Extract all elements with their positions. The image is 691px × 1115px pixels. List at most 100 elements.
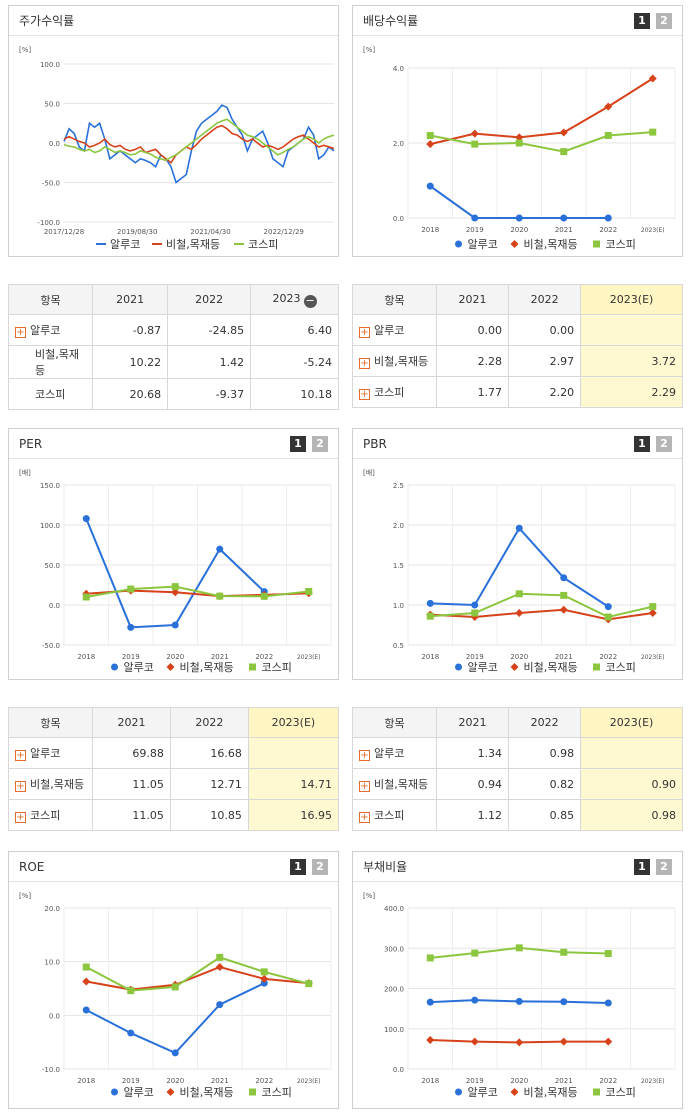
debt-legend-swatch-0: [455, 1088, 462, 1096]
return-table-collapse-icon[interactable]: −: [303, 293, 317, 308]
dividend-x-tick-1: 2019: [466, 226, 484, 234]
dividend-table-cell-1-1: 2.97: [508, 345, 582, 377]
per-page-2-button[interactable]: 2: [312, 435, 328, 452]
per-series-0-point-1: [127, 623, 135, 631]
per-table-row-name-0[interactable]: + 알루코: [8, 737, 93, 769]
per-legend-label-2: 코스피: [262, 661, 292, 674]
expand-plus-icon[interactable]: +: [359, 750, 370, 761]
debt-legend-item-1: 비철,목재등: [510, 1086, 578, 1099]
stock-x-tick-3: 2022/12/29: [264, 228, 304, 236]
per-table-header-cell-2: 2022: [169, 707, 249, 738]
table-row: 코스피 20.68 -9.37 10.18: [8, 378, 339, 410]
debt-series-2-point-4: [604, 949, 612, 957]
per-table-cell-2-1: 10.85: [169, 799, 249, 831]
per-table-row-name-1[interactable]: + 비철,목재등: [8, 768, 93, 800]
pbr-table-cell-0-2: [580, 737, 683, 769]
dividend-page-1-button[interactable]: 1: [634, 12, 650, 29]
dividend-page-2-button[interactable]: 2: [656, 12, 672, 29]
return-table-header-cell-0: 항목: [8, 284, 93, 315]
expand-plus-icon[interactable]: +: [359, 327, 370, 338]
per-series-2-point-4: [260, 592, 268, 600]
per-table-header-label-2: 2022: [195, 716, 224, 729]
pbr-title: PBR: [363, 436, 387, 451]
roe-series-0-point-0: [82, 1006, 90, 1014]
return-table-cell-1-2: -5.24: [250, 345, 339, 379]
expand-plus-icon[interactable]: +: [359, 812, 370, 823]
dividend-series-line-2: [430, 131, 653, 153]
pbr-table-row-name-1[interactable]: + 비철,목재등: [352, 768, 437, 800]
pbr-y-tick-1: 2.0: [393, 522, 404, 530]
debt-page-1-button[interactable]: 1: [634, 858, 650, 875]
table-row: + 비철,목재등 2.28 2.97 3.72: [352, 345, 683, 377]
stock-y-tick-2: 0.0: [49, 140, 60, 148]
pbr-legend-swatch-1: [510, 663, 519, 671]
roe-series-2-point-5: [305, 980, 313, 988]
dividend-pager: 1 2: [634, 12, 672, 29]
roe-x-tick-0: 2018: [77, 1077, 95, 1085]
roe-series-2-point-4: [260, 968, 268, 976]
roe-legend-swatch-2: [249, 1088, 256, 1096]
expand-plus-icon[interactable]: +: [15, 327, 26, 338]
dividend-series-2-point-0: [426, 132, 434, 139]
per-legend-item-1: 비철,목재등: [166, 661, 234, 674]
expand-plus-icon[interactable]: +: [359, 358, 370, 369]
stock-unit-label: [%]: [19, 46, 31, 54]
dividend-table-cell-2-0: 1.77: [435, 376, 510, 408]
dividend-series-line-0: [429, 185, 609, 219]
pbr-table-cell-2-1: 0.85: [508, 799, 582, 831]
per-chart: [배] 150.0 100.0 50.0 0.0 -50.0 2018 2019 2020 202…: [19, 468, 332, 674]
per-page-1-button[interactable]: 1: [290, 435, 306, 452]
pbr-legend-item-0: 알루코: [455, 660, 498, 674]
pbr-series-line-2: [430, 592, 653, 619]
dividend-table-row-label-2: 코스피: [374, 386, 405, 399]
roe-page-2-button[interactable]: 2: [312, 858, 328, 875]
return-table-row-name-1[interactable]: 비철,목재등: [8, 345, 93, 379]
dividend-table-row-name-0[interactable]: + 알루코: [352, 314, 437, 346]
debt-series-0-point-2: [515, 997, 523, 1005]
pbr-series-0-point-3: [560, 574, 568, 582]
dividend-series-1-point-5: [648, 74, 657, 83]
dividend-series-0-point-4: [604, 214, 612, 222]
pbr-page-2-button[interactable]: 2: [656, 435, 672, 452]
stock-return-header: 주가수익률: [9, 6, 338, 36]
dividend-x-tick-3: 2021: [555, 226, 573, 234]
expand-plus-icon[interactable]: +: [15, 750, 26, 761]
pbr-legend-swatch-0: [455, 663, 462, 671]
pbr-page-1-button[interactable]: 1: [634, 435, 650, 452]
per-table-cell-1-0: 11.05: [92, 768, 171, 800]
pbr-table-row-name-0[interactable]: + 알루코: [352, 737, 437, 769]
roe-page-1-button[interactable]: 1: [290, 858, 306, 875]
stock-series-line-2: [63, 118, 335, 162]
expand-plus-icon[interactable]: +: [15, 812, 26, 823]
dividend-panel: 배당수익률 1 2 [%] 4.0 2.0 0.0 2018 2019 2020 2021 20…: [352, 5, 683, 257]
debt-y-tick-1: 300.0: [384, 945, 404, 953]
per-table-cell-0-2: [247, 737, 340, 769]
dividend-y-tick-0: 4.0: [393, 65, 404, 73]
pbr-table-cell-0-1: 0.98: [508, 737, 582, 769]
stock-x-tick-0: 2017/12/28: [44, 228, 84, 236]
pbr-x-tick-4: 2022: [599, 653, 617, 661]
per-series-2-point-2: [171, 583, 179, 591]
debt-series-2-point-3: [560, 948, 568, 956]
pbr-table-row-name-2[interactable]: + 코스피: [352, 799, 437, 831]
expand-plus-icon[interactable]: +: [15, 781, 26, 792]
per-panel: PER 1 2 [배] 150.0 100.0 50.0 0.0 -50.0 2018 201…: [8, 428, 339, 680]
expand-plus-icon[interactable]: +: [359, 389, 370, 400]
dividend-table-row-name-2[interactable]: + 코스피: [352, 376, 437, 408]
return-table-row-name-0[interactable]: + 알루코: [8, 314, 93, 346]
roe-legend-item-0: 알루코: [111, 1085, 154, 1099]
dividend-table-row-name-1[interactable]: + 비철,목재등: [352, 345, 437, 377]
stock-series-line-1: [63, 124, 335, 164]
return-table-row-name-2[interactable]: 코스피: [8, 378, 93, 410]
pbr-table-row-label-1: 비철,목재등: [374, 778, 429, 791]
pbr-legend-label-0: 알루코: [468, 660, 498, 674]
return-table-row-label-0: 알루코: [30, 324, 61, 337]
per-table-row-name-2[interactable]: + 코스피: [8, 799, 93, 831]
per-series-0-point-0: [82, 515, 90, 523]
per-x-tick-2: 2020: [166, 653, 184, 661]
dividend-table-cell-1-2: 3.72: [580, 345, 683, 377]
debt-page-2-button[interactable]: 2: [656, 858, 672, 875]
pbr-x-tick-5: 2023(E): [641, 654, 665, 661]
stock-legend-item-2: 코스피: [234, 238, 278, 251]
expand-plus-icon[interactable]: +: [359, 781, 370, 792]
